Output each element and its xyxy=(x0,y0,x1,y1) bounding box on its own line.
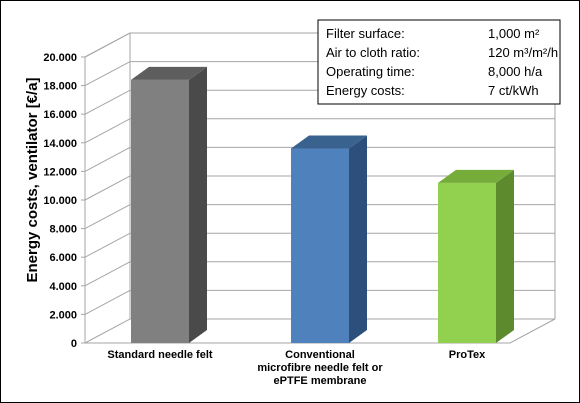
y-tick-label: 10.000 xyxy=(43,195,77,207)
category-labels: Standard needle felt Conventional microfib… xyxy=(107,349,486,387)
gridline xyxy=(84,204,555,230)
bar-top xyxy=(131,66,207,80)
bar-front xyxy=(131,79,189,343)
info-value: 1,000 m² xyxy=(488,26,540,41)
info-value: 7 ct/kWh xyxy=(488,83,539,98)
info-label: Filter surface: xyxy=(326,26,405,41)
info-value: 120 m³/m²/h xyxy=(488,45,558,60)
info-box: Filter surface: 1,000 m² Air to cloth rati… xyxy=(317,19,561,105)
gridline xyxy=(84,175,555,201)
y-tick-label: 6.000 xyxy=(49,252,77,264)
bar-side xyxy=(349,135,367,343)
gridline xyxy=(84,146,555,172)
info-label: Air to cloth ratio: xyxy=(326,45,420,60)
info-label: Energy costs: xyxy=(326,83,405,98)
info-label: Operating time: xyxy=(326,64,415,79)
y-tick-label: 12.000 xyxy=(43,166,77,178)
bar xyxy=(438,169,514,343)
gridline xyxy=(84,261,555,287)
bar-side xyxy=(189,66,207,343)
gridline xyxy=(84,289,555,315)
y-tick-label: 0 xyxy=(71,338,77,350)
y-tick-label: 20.000 xyxy=(43,52,77,64)
bar-side xyxy=(496,169,514,343)
y-tick-label: 18.000 xyxy=(43,81,77,93)
bar-top xyxy=(291,135,367,149)
bar xyxy=(131,66,207,343)
category-label: Standard needle felt xyxy=(107,349,212,361)
bar-top xyxy=(438,169,514,183)
bar-front xyxy=(438,182,496,343)
bar xyxy=(291,135,367,343)
floor-plane xyxy=(84,318,556,344)
y-tick-label: 4.000 xyxy=(49,281,77,293)
category-label: ProTex xyxy=(449,349,486,361)
y-axis-ticks: 0 2.000 4.000 6.000 8.000 10.000 12.000 14.000 1… xyxy=(43,52,85,350)
y-tick-label: 16.000 xyxy=(43,109,77,121)
bar-front xyxy=(291,148,349,343)
y-tick-label: 14.000 xyxy=(43,138,77,150)
y-tick-label: 8.000 xyxy=(49,224,77,236)
bars xyxy=(131,66,514,343)
y-axis-label: Energy costs, ventilator [€/a] xyxy=(24,77,41,282)
info-box-frame xyxy=(317,19,561,105)
category-label: Conventional microfibre needle felt or ePT… xyxy=(257,349,383,387)
gridline xyxy=(84,118,555,144)
gridline xyxy=(84,232,555,258)
info-value: 8,000 h/a xyxy=(488,64,543,79)
y-tick-label: 2.000 xyxy=(49,309,77,321)
